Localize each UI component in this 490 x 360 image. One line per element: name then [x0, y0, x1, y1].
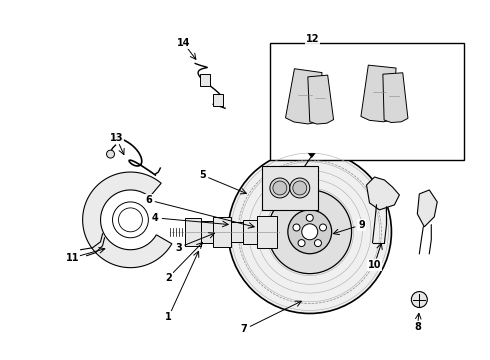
Text: 14: 14 [176, 37, 190, 48]
Text: 7: 7 [241, 324, 247, 334]
Polygon shape [308, 153, 316, 158]
Bar [243, 220, 257, 244]
Text: 13: 13 [110, 133, 123, 143]
Text: 5: 5 [199, 170, 205, 180]
Polygon shape [367, 177, 399, 210]
Polygon shape [83, 172, 172, 268]
Bar [201, 221, 213, 243]
Polygon shape [417, 190, 437, 227]
Circle shape [306, 214, 313, 221]
Bar [231, 222, 243, 242]
Text: 10: 10 [368, 260, 381, 270]
Circle shape [113, 202, 148, 238]
Circle shape [302, 224, 318, 240]
Circle shape [288, 210, 332, 254]
Bar [213, 217, 231, 247]
Text: 9: 9 [358, 220, 365, 230]
Circle shape [298, 240, 305, 247]
Circle shape [270, 178, 290, 198]
Bar [185, 218, 201, 246]
Text: 1: 1 [165, 312, 172, 323]
Bar [257, 216, 277, 248]
Circle shape [290, 178, 310, 198]
Polygon shape [308, 75, 334, 124]
Text: 12: 12 [306, 33, 319, 44]
Circle shape [273, 181, 287, 195]
Polygon shape [361, 65, 396, 122]
Circle shape [293, 181, 307, 195]
Text: 2: 2 [165, 273, 172, 283]
Circle shape [293, 224, 300, 231]
Text: 3: 3 [175, 243, 182, 253]
Polygon shape [383, 73, 408, 122]
Bar [262, 166, 318, 210]
Circle shape [315, 240, 321, 247]
Bar [213, 94, 223, 106]
Text: 4: 4 [152, 213, 159, 223]
Circle shape [106, 150, 115, 158]
Text: 11: 11 [66, 253, 79, 263]
Circle shape [268, 190, 352, 274]
Circle shape [228, 150, 392, 314]
Bar [200, 75, 210, 86]
Text: 8: 8 [414, 323, 421, 332]
Circle shape [319, 224, 326, 231]
Bar [270, 42, 464, 160]
Text: 6: 6 [145, 195, 152, 205]
Circle shape [412, 292, 427, 307]
Polygon shape [286, 69, 322, 124]
